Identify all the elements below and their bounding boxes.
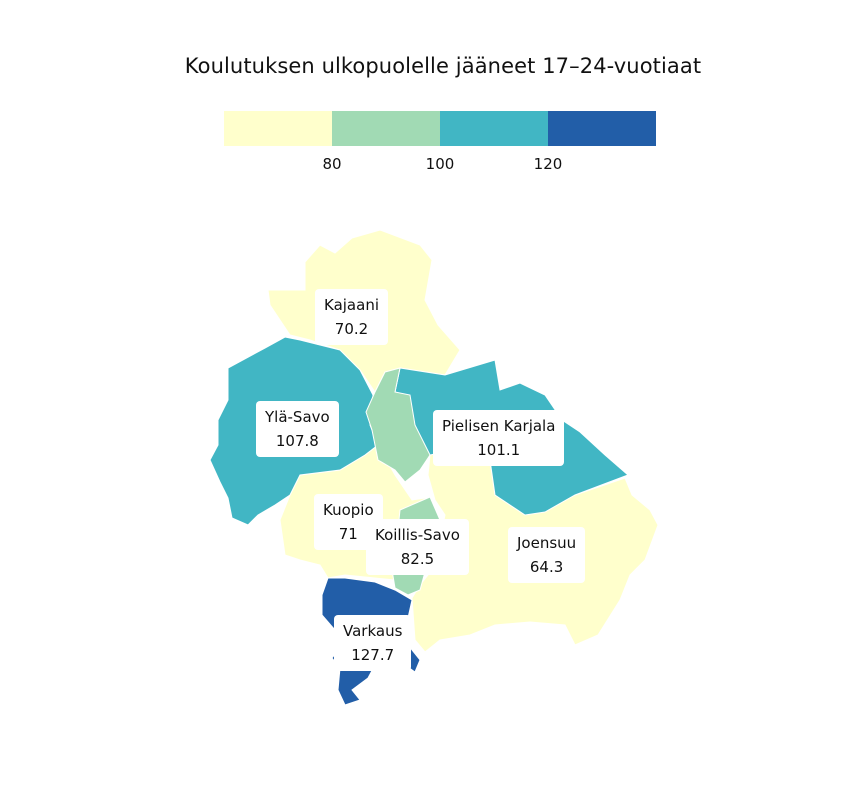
label-pielisen-karjala-name: Pielisen Karjala	[442, 417, 556, 435]
legend-tick-120: 120	[533, 155, 563, 173]
label-varkaus-value: 127.7	[351, 646, 395, 664]
legend-tick-100: 100	[425, 155, 455, 173]
label-varkaus-name: Varkaus	[343, 622, 403, 640]
region-koillis-savo[interactable]	[365, 367, 431, 483]
label-yla-savo-name: Ylä-Savo	[265, 408, 330, 426]
label-kajaani: Kajaani 70.2	[315, 289, 388, 345]
legend-swatch-1	[224, 111, 332, 146]
color-legend	[224, 111, 656, 146]
label-koillis-savo-value: 82.5	[400, 550, 435, 568]
label-joensuu-value: 64.3	[529, 558, 564, 576]
map-title: Koulutuksen ulkopuolelle jääneet 17–24-v…	[184, 54, 702, 78]
label-kajaani-name: Kajaani	[324, 296, 379, 314]
legend-swatch-3	[440, 111, 548, 146]
label-yla-savo: Ylä-Savo 107.8	[256, 401, 339, 457]
legend-tick-80: 80	[322, 155, 342, 173]
label-joensuu-name: Joensuu	[517, 534, 577, 552]
label-kuopio-name: Kuopio	[323, 501, 374, 519]
label-pielisen-karjala-value: 101.1	[477, 441, 521, 459]
legend-swatch-4	[548, 111, 656, 146]
label-yla-savo-value: 107.8	[275, 432, 319, 450]
label-pielisen-karjala: Pielisen Karjala 101.1	[433, 410, 565, 466]
label-varkaus: Varkaus 127.7	[334, 615, 412, 671]
label-koillis-savo: Koillis-Savo 82.5	[366, 519, 469, 575]
label-kuopio-value: 71	[338, 525, 358, 543]
label-kajaani-value: 70.2	[334, 320, 369, 338]
label-joensuu: Joensuu 64.3	[508, 527, 586, 583]
legend-swatch-2	[332, 111, 440, 146]
label-koillis-savo-name: Koillis-Savo	[375, 526, 460, 544]
